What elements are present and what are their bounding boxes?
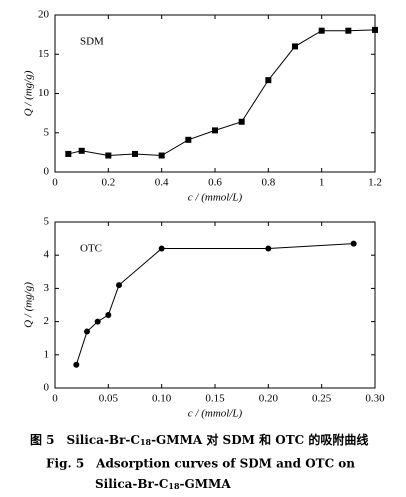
y-tick-label: 0 [44, 382, 50, 394]
x-tick-label: 0.25 [312, 393, 332, 405]
y-tick-label: 15 [38, 48, 50, 60]
x-tick-label: 0.8 [261, 177, 275, 189]
point [350, 240, 357, 247]
y-tick-label: 5 [44, 126, 50, 138]
x-tick-label: 1.2 [368, 177, 382, 189]
point [265, 77, 272, 84]
series-line [75, 243, 354, 365]
x-tick-label: 0.2 [101, 177, 115, 189]
point [94, 318, 101, 325]
x-tick-label: 0 [52, 177, 58, 189]
x-axis-label: c / (mmol/L) [188, 408, 243, 420]
point [318, 27, 325, 34]
x-tick-label: 0.10 [152, 393, 172, 405]
x-tick-label: 0.4 [155, 177, 169, 189]
plot-frame [54, 221, 376, 389]
point [345, 27, 352, 34]
caption-en: Fig. 5 Adsorption curves of SDM and OTC … [46, 457, 355, 471]
point [238, 118, 245, 125]
point [158, 245, 165, 252]
point [185, 136, 192, 143]
y-tick-label: 5 [44, 216, 50, 228]
point [105, 311, 112, 318]
point [212, 127, 218, 134]
caption-zh: 图 5 Silica-Br-C18-GMMA 对 SDM 和 OTC 的吸附曲线 [30, 432, 368, 448]
x-tick-label: 0.05 [99, 393, 119, 405]
point [158, 152, 165, 159]
y-tick-label: 0 [44, 166, 50, 178]
point [105, 152, 112, 159]
x-tick-label: 0.6 [208, 177, 222, 189]
point [265, 245, 272, 252]
point [132, 150, 138, 157]
series-label: OTC [80, 243, 102, 255]
caption-en: Silica-Br-C18-GMMA [95, 477, 231, 492]
x-tick-label: 0 [52, 393, 58, 405]
x-tick-label: 1 [319, 177, 325, 189]
y-tick-label: 1 [44, 348, 50, 360]
point [65, 150, 72, 157]
point [78, 147, 85, 154]
series-line [68, 29, 376, 157]
y-tick-label: 20 [38, 9, 50, 21]
point [73, 361, 80, 368]
x-tick-label: 0.15 [205, 393, 225, 405]
point [372, 26, 378, 33]
y-tick-label: 3 [44, 282, 50, 294]
y-tick-label: 2 [44, 315, 50, 327]
y-axis-label: Q / (mg/g) [23, 282, 35, 328]
series-label: SDM [80, 36, 104, 48]
point [116, 282, 122, 289]
x-tick-label: 0.30 [365, 393, 385, 405]
point [84, 328, 90, 335]
y-tick-label: 10 [38, 87, 50, 99]
y-tick-label: 4 [44, 249, 50, 261]
point [292, 43, 298, 50]
y-axis-label: Q / (mg/g) [23, 70, 35, 116]
x-tick-label: 0.20 [259, 393, 279, 405]
x-axis-label: c / (mmol/L) [188, 192, 243, 204]
